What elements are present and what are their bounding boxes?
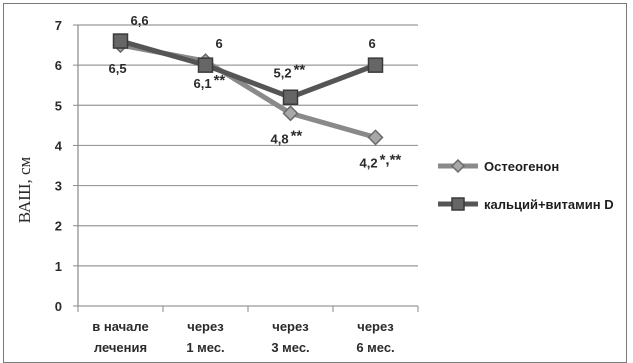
y-tick-label: 7	[55, 18, 62, 33]
legend-label-2: кальций+витамин D	[484, 197, 614, 212]
data-label: 6	[369, 36, 376, 51]
y-tick-label: 2	[55, 219, 62, 234]
data-label: 4,2 *,**	[360, 151, 402, 170]
data-label: 6,5	[109, 61, 127, 76]
legend: Остеогенон кальций+витамин D	[438, 158, 614, 212]
y-tick-label: 4	[55, 138, 63, 153]
x-tick-label: в начале	[92, 319, 148, 334]
legend-label-1: Остеогенон	[484, 159, 559, 174]
x-tick-label: через	[272, 319, 309, 334]
legend-marker-square	[451, 197, 465, 211]
y-tick-label: 5	[55, 98, 62, 113]
series-line-1	[120, 42, 377, 140]
x-tick-label: 6 мес.	[356, 340, 394, 355]
data-point-diamond	[282, 105, 299, 122]
x-tick-label: лечения	[94, 340, 147, 355]
series-layer	[112, 33, 384, 146]
x-tick-label: 1 мес.	[186, 340, 224, 355]
data-point-diamond	[367, 129, 384, 146]
x-axis-ticks: в начале лечения через 1 мес. через 3 мес. чер…	[92, 319, 394, 355]
data-label: 6,6	[131, 13, 149, 28]
data-point-square	[367, 57, 384, 73]
data-label: 6,1 **	[194, 72, 226, 91]
data-label: 4,8 **	[271, 127, 303, 146]
x-tick-label: через	[187, 319, 224, 334]
y-tick-label: 1	[55, 259, 62, 274]
x-tick-label: через	[357, 319, 394, 334]
y-tick-label: 3	[55, 179, 62, 194]
data-label: 5,2 **	[274, 61, 306, 80]
series-line-2	[119, 38, 377, 100]
x-tick-label: 3 мес.	[271, 340, 309, 355]
data-point-square	[197, 57, 214, 73]
data-labels: 6,5 6,1 ** 4,8 ** 4,2 *,** 6,6 6 5,2 ** 6	[109, 13, 402, 170]
grid	[73, 24, 419, 312]
legend-marker-diamond	[450, 158, 466, 174]
y-axis-ticks: 0 1 2 3 4 5 6 7	[55, 18, 63, 314]
y-axis-label: ВАШ, см	[15, 157, 34, 224]
data-label: 6	[216, 36, 223, 51]
data-point-square	[282, 89, 299, 106]
y-tick-label: 0	[55, 299, 62, 314]
y-tick-label: 6	[55, 58, 62, 73]
data-point-square	[112, 33, 129, 49]
